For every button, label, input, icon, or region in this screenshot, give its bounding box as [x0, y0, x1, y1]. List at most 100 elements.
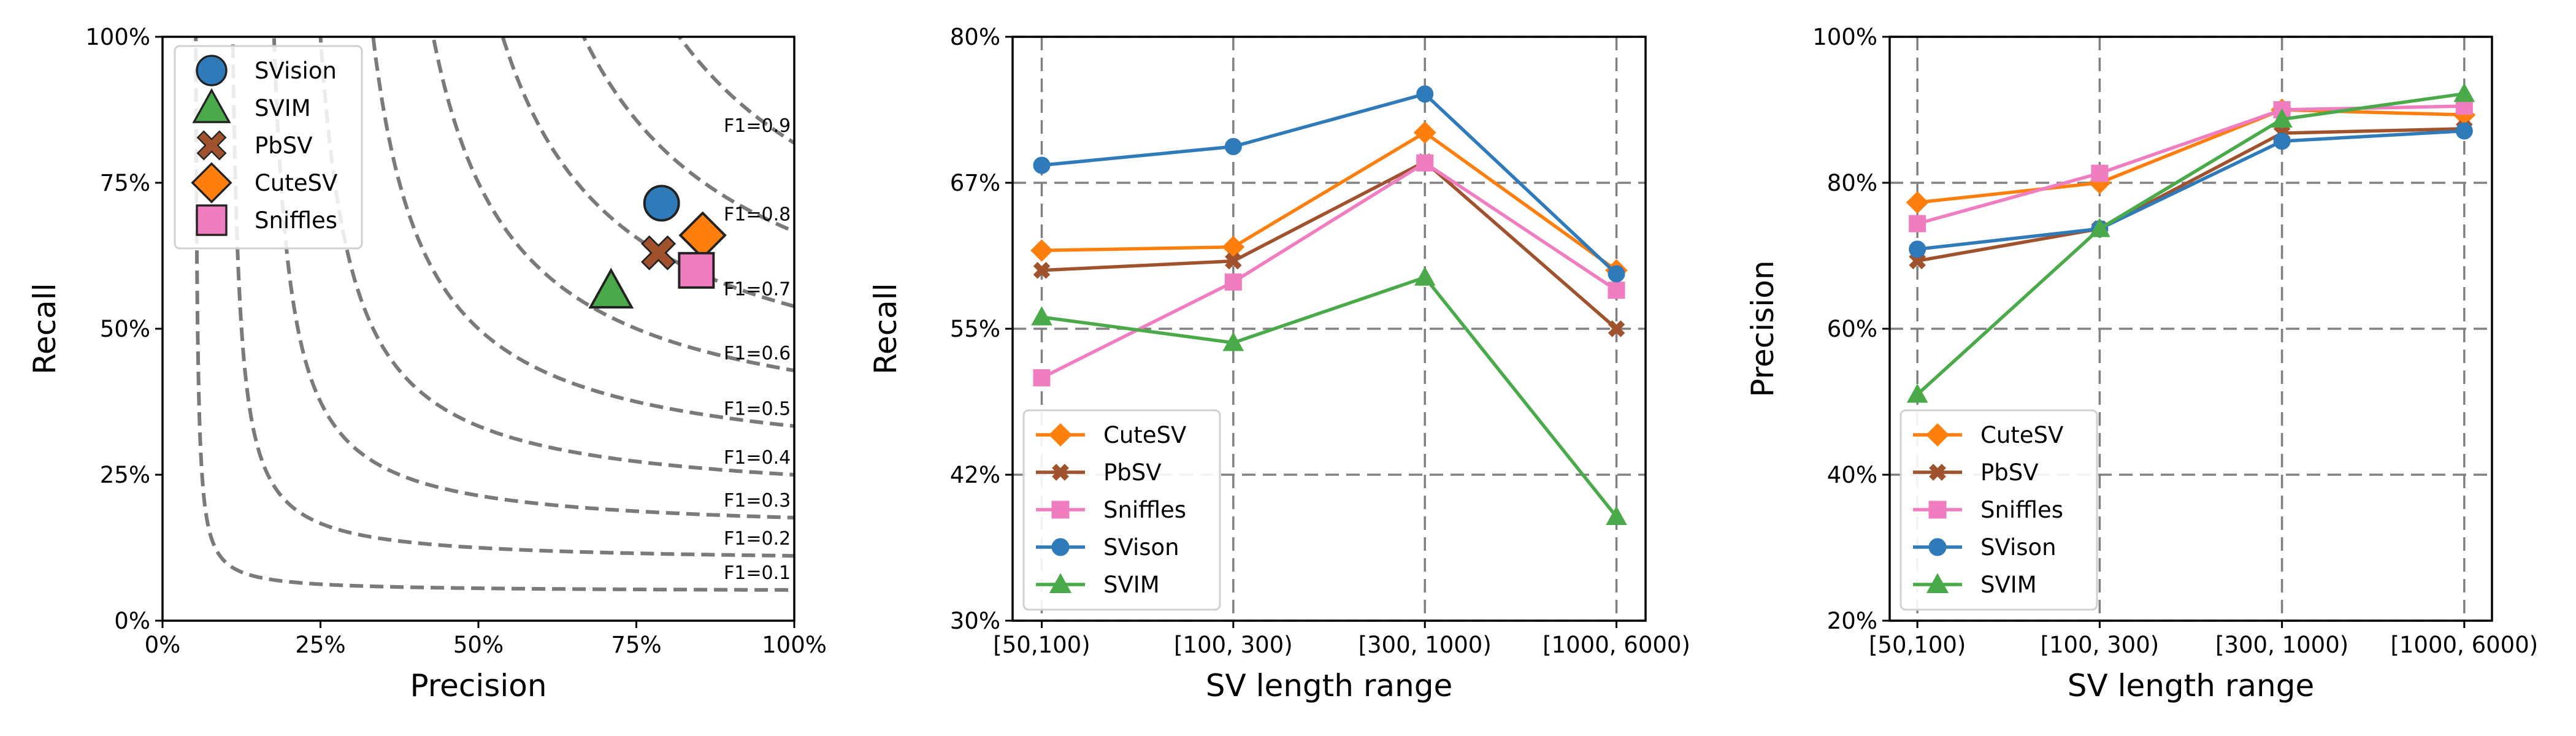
legend: SVision SVIM PbSV CuteSV Sniffles [174, 45, 363, 250]
f1-curve [194, 37, 794, 592]
f1-curve [272, 37, 794, 519]
series [1906, 83, 2475, 403]
data-point [1224, 273, 1242, 291]
x-tick-label: [1000, 6000) [2390, 632, 2538, 658]
data-point [2091, 164, 2109, 182]
f1-curve-label: F1=0.4 [724, 447, 791, 469]
data-point [1033, 156, 1051, 174]
data-point [1225, 252, 1242, 270]
x-tick-label: 25% [295, 632, 345, 658]
legend-marker [196, 130, 227, 161]
data-point [678, 211, 727, 259]
legend-box [1899, 409, 2098, 611]
legend-label: SVision [255, 58, 337, 84]
legend-label: SVIM [1980, 572, 2037, 598]
data-point [1416, 85, 1434, 103]
y-tick-label: 0% [114, 608, 150, 634]
legend-label: SVIM [255, 95, 311, 121]
data-point [1608, 320, 1625, 337]
y-tick-label: 100% [1812, 24, 1877, 50]
data-point [1222, 236, 1245, 259]
f1-curve-label: F1=0.9 [724, 115, 791, 137]
legend-label: CuteSV [255, 170, 337, 196]
data-point [1909, 215, 1926, 232]
legend-label: CuteSV [1980, 422, 2063, 448]
legend-label: SVison [1103, 534, 1179, 561]
x-tick-label: [100, 300) [2041, 632, 2160, 658]
y-axis-label: Recall [27, 283, 63, 374]
f1-curve-label: F1=0.1 [724, 562, 791, 584]
x-axis-label: SV length range [1206, 668, 1453, 703]
legend-marker [1925, 423, 1950, 447]
series [1031, 266, 1627, 526]
x-tick-label: [1000, 6000) [1543, 632, 1690, 658]
recall-by-length-panel: [50,100) [100, 300) [300, 1000) [1000, 6000… [868, 24, 1690, 703]
data-point [2273, 132, 2291, 150]
y-tick-label: 40% [1827, 462, 1877, 488]
y-tick-label: 75% [100, 170, 150, 196]
x-tick-label: [300, 1000) [2215, 632, 2348, 658]
legend-marker [1928, 500, 1947, 519]
legend-box [1022, 409, 1221, 611]
data-point [1224, 137, 1242, 155]
legend-box [174, 45, 363, 250]
x-tick-label: [50,100) [993, 632, 1090, 658]
precision-by-length-panel: [50,100) [100, 300) [300, 1000) [1000, 6000… [1745, 24, 2538, 703]
legend-marker [1048, 423, 1073, 447]
x-axis-label: Precision [410, 668, 546, 703]
data-point [1909, 240, 1926, 258]
legend-label: Sniffles [1103, 497, 1186, 523]
series-line [1041, 92, 1618, 275]
y-tick-label: 100% [85, 24, 150, 50]
legend-marker [1051, 538, 1070, 556]
legend-marker [196, 204, 228, 236]
series-line [1917, 108, 2464, 204]
x-tick-label: 50% [453, 632, 504, 658]
y-tick-label: 42% [950, 462, 1000, 488]
data-point [1413, 121, 1436, 144]
legend: CuteSV PbSV Sniffles SVison SVIM [1899, 409, 2098, 611]
y-tick-label: 80% [1827, 170, 1877, 196]
y-tick-label: 20% [1827, 608, 1877, 634]
x-tick-label: 75% [611, 632, 661, 658]
precision-recall-panel: F1=0.1 F1=0.2 F1=0.3 F1=0.4 F1=0.5 F1=0.6 F1=0… [27, 24, 827, 703]
data-point [1414, 266, 1436, 286]
data-point [1608, 265, 1625, 283]
f1-curve [318, 37, 794, 477]
data-point [2455, 122, 2473, 140]
series-line [1917, 104, 2464, 226]
series-line [1041, 275, 1618, 518]
data-point [641, 235, 677, 270]
legend-label: Sniffles [1980, 497, 2063, 523]
y-tick-label: 25% [100, 462, 150, 488]
y-axis-label: Precision [1745, 260, 1781, 397]
data-point [1906, 191, 1929, 214]
x-tick-label: [50,100) [1869, 632, 1966, 658]
legend-marker [1926, 573, 1949, 593]
f1-curve-label: F1=0.5 [724, 399, 791, 420]
legend-marker [1929, 464, 1946, 481]
data-point [1030, 239, 1053, 262]
series-line [1916, 92, 2465, 396]
x-tick-label: 100% [762, 632, 827, 658]
data-point [1031, 306, 1052, 326]
y-tick-label: 30% [950, 608, 1000, 634]
y-tick-label: 50% [100, 316, 150, 342]
f1-curve [581, 37, 794, 234]
data-point [1033, 369, 1051, 386]
legend-marker [1051, 500, 1070, 519]
legend-label: PbSV [255, 132, 313, 159]
legend-label: PbSV [1103, 459, 1162, 486]
data-point [588, 267, 634, 309]
legend-marker [1052, 464, 1069, 481]
x-tick-label: [100, 300) [1174, 632, 1293, 658]
data-point [1608, 282, 1625, 299]
series-line [1917, 127, 2464, 263]
data-point [1033, 262, 1051, 279]
series [1909, 98, 2473, 232]
series [1033, 85, 1625, 283]
legend-marker [1049, 573, 1072, 593]
legend-marker [196, 55, 228, 86]
x-tick-label: 0% [145, 632, 181, 658]
